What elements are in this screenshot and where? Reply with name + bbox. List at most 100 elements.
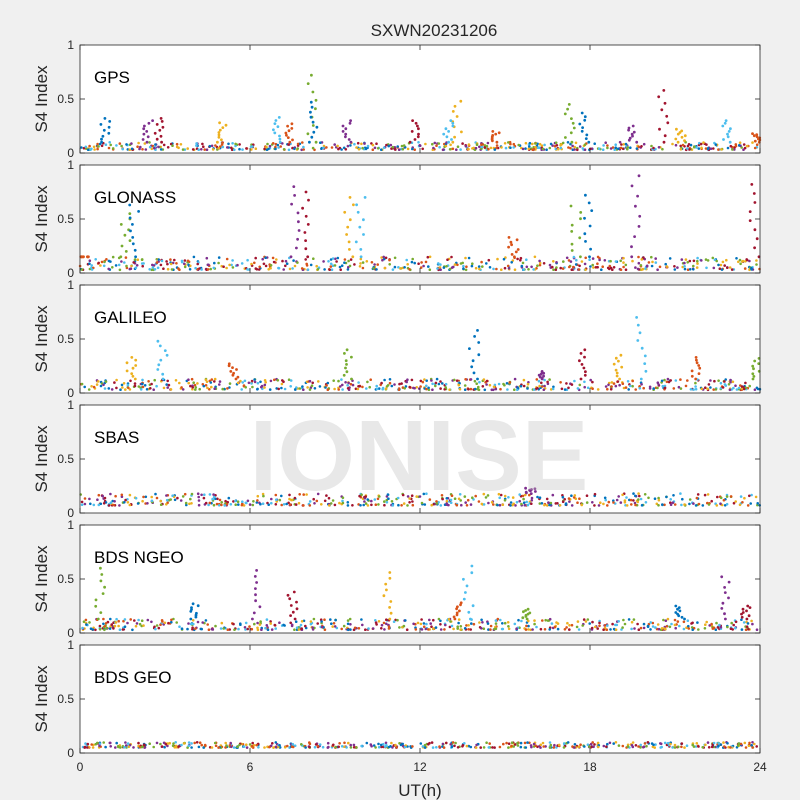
data-point [438, 745, 441, 748]
data-point [405, 628, 409, 631]
data-point [488, 383, 492, 387]
data-point [478, 380, 481, 384]
data-point [411, 147, 414, 151]
data-point [361, 261, 365, 264]
data-point [583, 148, 587, 151]
peak-point [751, 364, 755, 368]
data-point [755, 259, 758, 262]
data-point [688, 148, 691, 151]
peak-point [363, 196, 367, 199]
data-point [528, 493, 531, 497]
data-point [591, 741, 594, 744]
data-point [255, 388, 259, 391]
peak-point [521, 616, 525, 620]
data-point [614, 143, 617, 146]
data-point [686, 147, 689, 150]
data-point [250, 382, 253, 385]
data-point [756, 502, 759, 505]
data-point [580, 260, 584, 263]
data-point [583, 385, 586, 389]
peak-point [388, 576, 392, 580]
data-point [293, 496, 297, 500]
peak-point [161, 377, 165, 381]
data-point [562, 746, 566, 749]
peak-point [408, 140, 412, 144]
data-point [247, 381, 251, 385]
data-point [753, 388, 757, 392]
data-point [251, 503, 255, 507]
peak-point [755, 135, 759, 139]
data-point [152, 745, 155, 749]
peak-point [695, 358, 698, 362]
data-point [445, 499, 449, 503]
data-point [743, 496, 746, 500]
data-point [402, 502, 406, 505]
data-point [598, 147, 601, 150]
data-point [503, 621, 507, 625]
data-point [385, 744, 388, 748]
data-point [425, 622, 428, 626]
data-point [175, 142, 179, 146]
data-point [462, 267, 465, 271]
data-point [526, 387, 529, 390]
data-point [382, 621, 386, 625]
data-point [340, 264, 344, 268]
data-point [567, 146, 570, 149]
data-point [117, 619, 120, 623]
data-point [260, 628, 263, 631]
data-point [755, 263, 758, 266]
data-point [411, 500, 414, 503]
data-point [528, 741, 531, 745]
data-point [482, 503, 486, 506]
data-point [300, 743, 303, 746]
data-point [507, 267, 511, 270]
data-point [576, 620, 580, 623]
data-point [503, 494, 507, 498]
data-point [574, 141, 578, 145]
data-point [368, 385, 372, 389]
data-point [439, 504, 443, 507]
peak-point [724, 119, 728, 122]
data-point [201, 142, 204, 146]
data-point [217, 746, 220, 749]
data-point [383, 628, 386, 631]
data-point [705, 143, 708, 146]
peak-point [289, 255, 293, 259]
data-point [749, 502, 752, 505]
data-point [114, 264, 118, 267]
data-point [123, 501, 126, 504]
data-point [200, 148, 203, 151]
data-point [697, 502, 701, 506]
data-point [293, 744, 297, 747]
peak-point [452, 615, 456, 619]
data-point [352, 628, 356, 632]
data-point [318, 385, 322, 388]
data-point [406, 263, 410, 266]
data-point [737, 742, 741, 745]
data-point [230, 263, 233, 267]
data-point [404, 385, 408, 388]
data-point [709, 386, 712, 389]
data-point [606, 624, 609, 627]
data-point [694, 381, 697, 385]
peak-point [153, 131, 157, 135]
data-point [725, 258, 728, 262]
data-point [140, 619, 144, 622]
peak-point [456, 605, 459, 609]
data-point [378, 495, 381, 498]
data-point [385, 618, 388, 621]
peak-point [755, 237, 759, 241]
data-point [279, 145, 283, 148]
data-point [467, 143, 471, 146]
data-point [609, 388, 613, 391]
data-point [535, 625, 538, 629]
data-point [559, 143, 562, 147]
peak-point [224, 123, 228, 127]
data-point [204, 501, 208, 505]
data-point [197, 745, 201, 749]
data-point [478, 621, 481, 624]
peak-point [627, 126, 631, 130]
data-point [464, 501, 468, 504]
data-point [401, 147, 405, 151]
data-point [673, 623, 677, 627]
